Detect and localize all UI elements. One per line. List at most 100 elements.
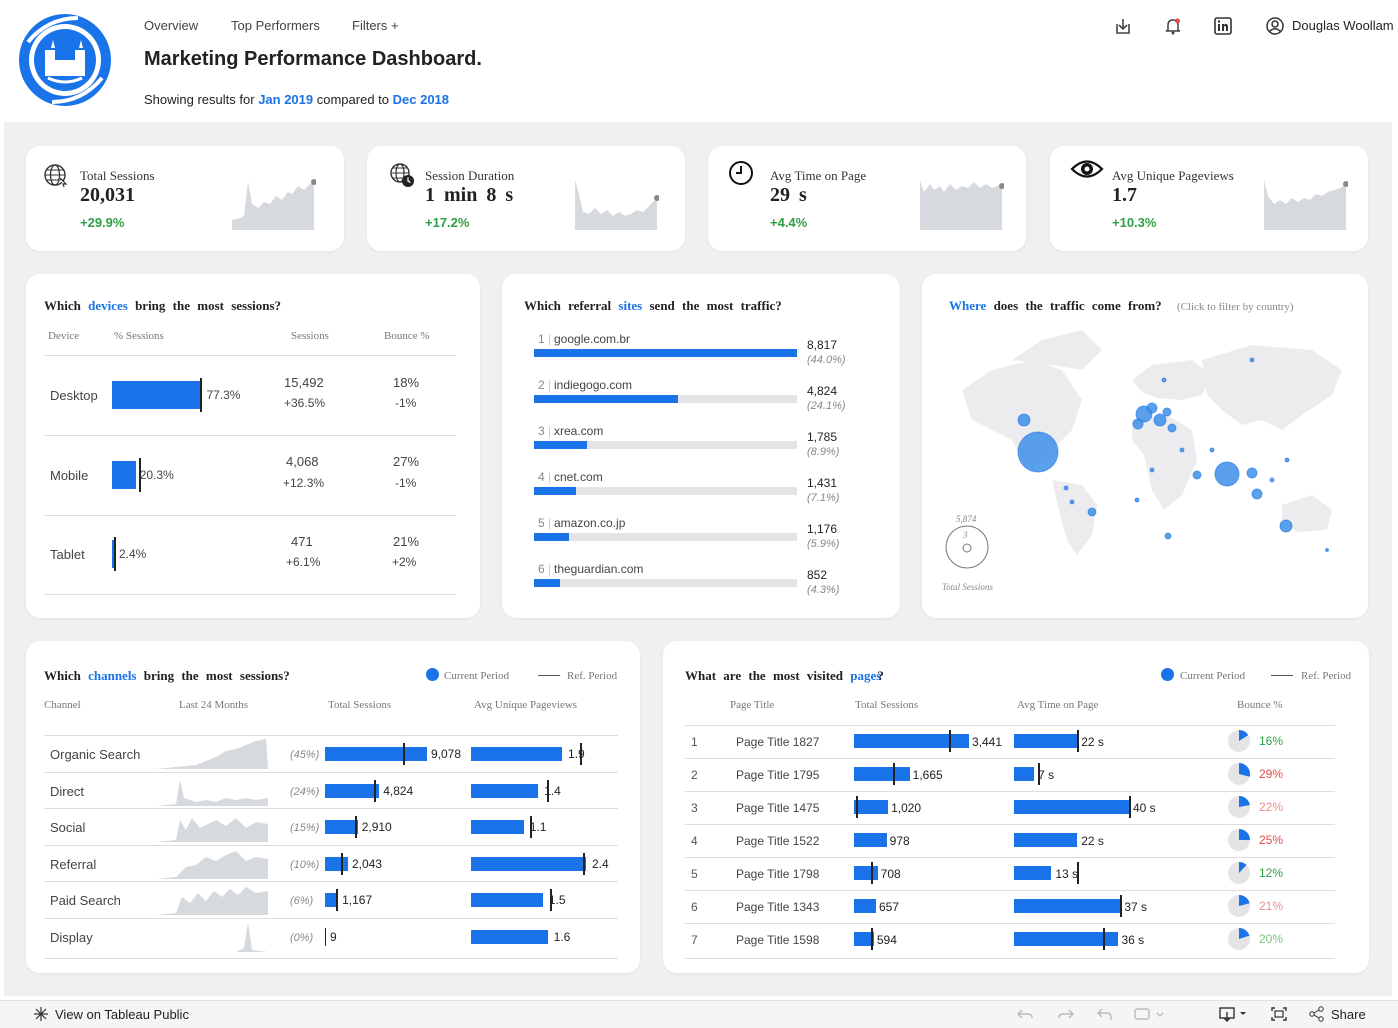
- channel-pageviews-value: 1.1: [529, 820, 547, 835]
- bounce-pie: [1228, 763, 1250, 785]
- divider: [685, 758, 1335, 759]
- page-sessions-bar: [854, 899, 876, 913]
- page-rank: 7: [691, 933, 698, 947]
- ref-marker: [336, 889, 339, 912]
- download-menu-icon[interactable]: [1218, 1006, 1250, 1022]
- share-icon[interactable]: [1308, 1006, 1326, 1022]
- kpi-card-avg-unique-pageviews[interactable]: Avg Unique Pageviews 1.7 +10.3%: [1050, 146, 1368, 251]
- divider: [685, 725, 1335, 726]
- page-sessions-value: 1,665: [912, 768, 943, 782]
- page-time-value: 22 s: [1081, 735, 1104, 749]
- bell-icon[interactable]: [1163, 16, 1183, 36]
- title-text: bring the most sessions?: [143, 668, 290, 683]
- kpi-card-total-sessions[interactable]: Total Sessions 20,031 +29.9%: [26, 146, 344, 251]
- kpi-card-avg-time-on-page[interactable]: Avg Time on Page 29 s +4.4%: [708, 146, 1026, 251]
- linkedin-icon[interactable]: [1213, 16, 1233, 36]
- world-map[interactable]: [952, 320, 1352, 560]
- ref-marker: [354, 816, 357, 839]
- undo-icon[interactable]: [1016, 1006, 1034, 1022]
- col-last-24-months: Last 24 Months: [179, 699, 249, 711]
- user-icon[interactable]: [1265, 16, 1285, 36]
- pause-updates-icon[interactable]: [1133, 1006, 1165, 1022]
- channel-pct: (6%): [290, 895, 314, 908]
- kpi-value: 1.7: [1112, 184, 1137, 206]
- referral-bar: [534, 533, 570, 541]
- device-sessions-change: +12.3%: [283, 476, 325, 490]
- ref-marker: [373, 779, 376, 802]
- page-sessions-bar: [854, 767, 910, 781]
- revert-icon[interactable]: [1096, 1006, 1114, 1022]
- device-pct-label: 77.3%: [206, 388, 241, 402]
- legend-ref-label: Ref. Period: [567, 670, 618, 682]
- referral-site: xrea.com: [554, 424, 604, 438]
- col-sessions: Sessions: [291, 330, 329, 342]
- channel-sessions-bar: [325, 783, 380, 798]
- download-icon[interactable]: [1113, 16, 1133, 36]
- referral-site: amazon.co.jp: [554, 516, 626, 530]
- kpi-label: Total Sessions: [80, 168, 155, 183]
- separator: |: [548, 424, 552, 438]
- devices-card: Which devices bring the most sessions? D…: [26, 274, 480, 618]
- kpi-sparkline: [1264, 180, 1348, 230]
- divider: [44, 515, 456, 516]
- device-name: Mobile: [50, 468, 89, 483]
- col-pct-sessions: % Sessions: [114, 330, 164, 342]
- page-time-bar: [1014, 932, 1118, 946]
- device-pct-bar: [112, 461, 136, 489]
- clock-icon: [729, 161, 753, 185]
- fullscreen-icon[interactable]: [1270, 1006, 1288, 1022]
- bounce-pie: [1228, 730, 1250, 752]
- title-highlight: sites: [618, 298, 643, 313]
- page-sessions-value: 657: [878, 900, 899, 914]
- view-on-tableau-link[interactable]: View on Tableau Public: [55, 1007, 189, 1022]
- redo-icon[interactable]: [1057, 1006, 1075, 1022]
- share-button[interactable]: Share: [1331, 1007, 1366, 1022]
- ref-marker: [200, 378, 202, 412]
- referral-pct: (44.0%): [807, 354, 846, 366]
- referral-bar-track: [534, 487, 797, 495]
- title-text: does the traffic come from?: [993, 298, 1162, 313]
- page-sessions-value: 594: [876, 933, 897, 947]
- legend-current-label: Current Period: [444, 670, 510, 682]
- channel-pct: (24%): [290, 785, 320, 798]
- kpi-sparkline: [920, 180, 1004, 230]
- separator: |: [548, 332, 552, 346]
- channel-name: Organic Search: [50, 747, 141, 762]
- current-period[interactable]: Jan 2019: [258, 92, 314, 107]
- separator: |: [548, 470, 552, 484]
- channel-sessions-bar: [325, 820, 358, 835]
- referral-pct: (24.1%): [807, 400, 846, 412]
- channel-sparkline: [156, 779, 268, 806]
- bounce-pie: [1228, 862, 1250, 884]
- kpi-label: Avg Time on Page: [770, 168, 867, 183]
- page-bounce-value: 21%: [1259, 899, 1284, 913]
- nav-filters[interactable]: Filters +: [352, 18, 399, 33]
- channel-sparkline: [156, 739, 268, 769]
- title-highlight: pages: [850, 668, 882, 683]
- page-rank: 6: [691, 900, 698, 914]
- ref-marker: [1119, 895, 1122, 917]
- map-legend-max: 5,874: [956, 514, 977, 524]
- legend-ref-label: Ref. Period: [1301, 670, 1352, 682]
- channel-name: Paid Search: [50, 893, 121, 909]
- page-bounce-value: 12%: [1259, 866, 1284, 880]
- map-hint: (Click to filter by country): [1176, 301, 1294, 313]
- referral-bar: [534, 395, 679, 403]
- nav-overview[interactable]: Overview: [144, 18, 199, 33]
- user-name[interactable]: Douglas Woollam: [1292, 18, 1394, 33]
- bounce-pie: [1228, 895, 1250, 917]
- col-bounce: Bounce %: [1237, 699, 1283, 711]
- title-text: Which: [44, 668, 81, 683]
- page-rank: 4: [691, 834, 698, 848]
- legend-current-label: Current Period: [1180, 670, 1246, 682]
- page-title: Page Title 1475: [736, 801, 820, 815]
- kpi-card-session-duration[interactable]: Session Duration 1 min 8 s +17.2%: [367, 146, 685, 251]
- ref-period[interactable]: Dec 2018: [392, 92, 450, 107]
- page-bounce-value: 25%: [1259, 833, 1284, 847]
- nav-top-performers[interactable]: Top Performers: [231, 18, 320, 33]
- page-sessions-bar: [854, 866, 878, 880]
- divider: [44, 594, 456, 595]
- divider: [685, 923, 1335, 924]
- device-bounce-change: -1%: [395, 476, 417, 490]
- ref-marker: [325, 928, 326, 946]
